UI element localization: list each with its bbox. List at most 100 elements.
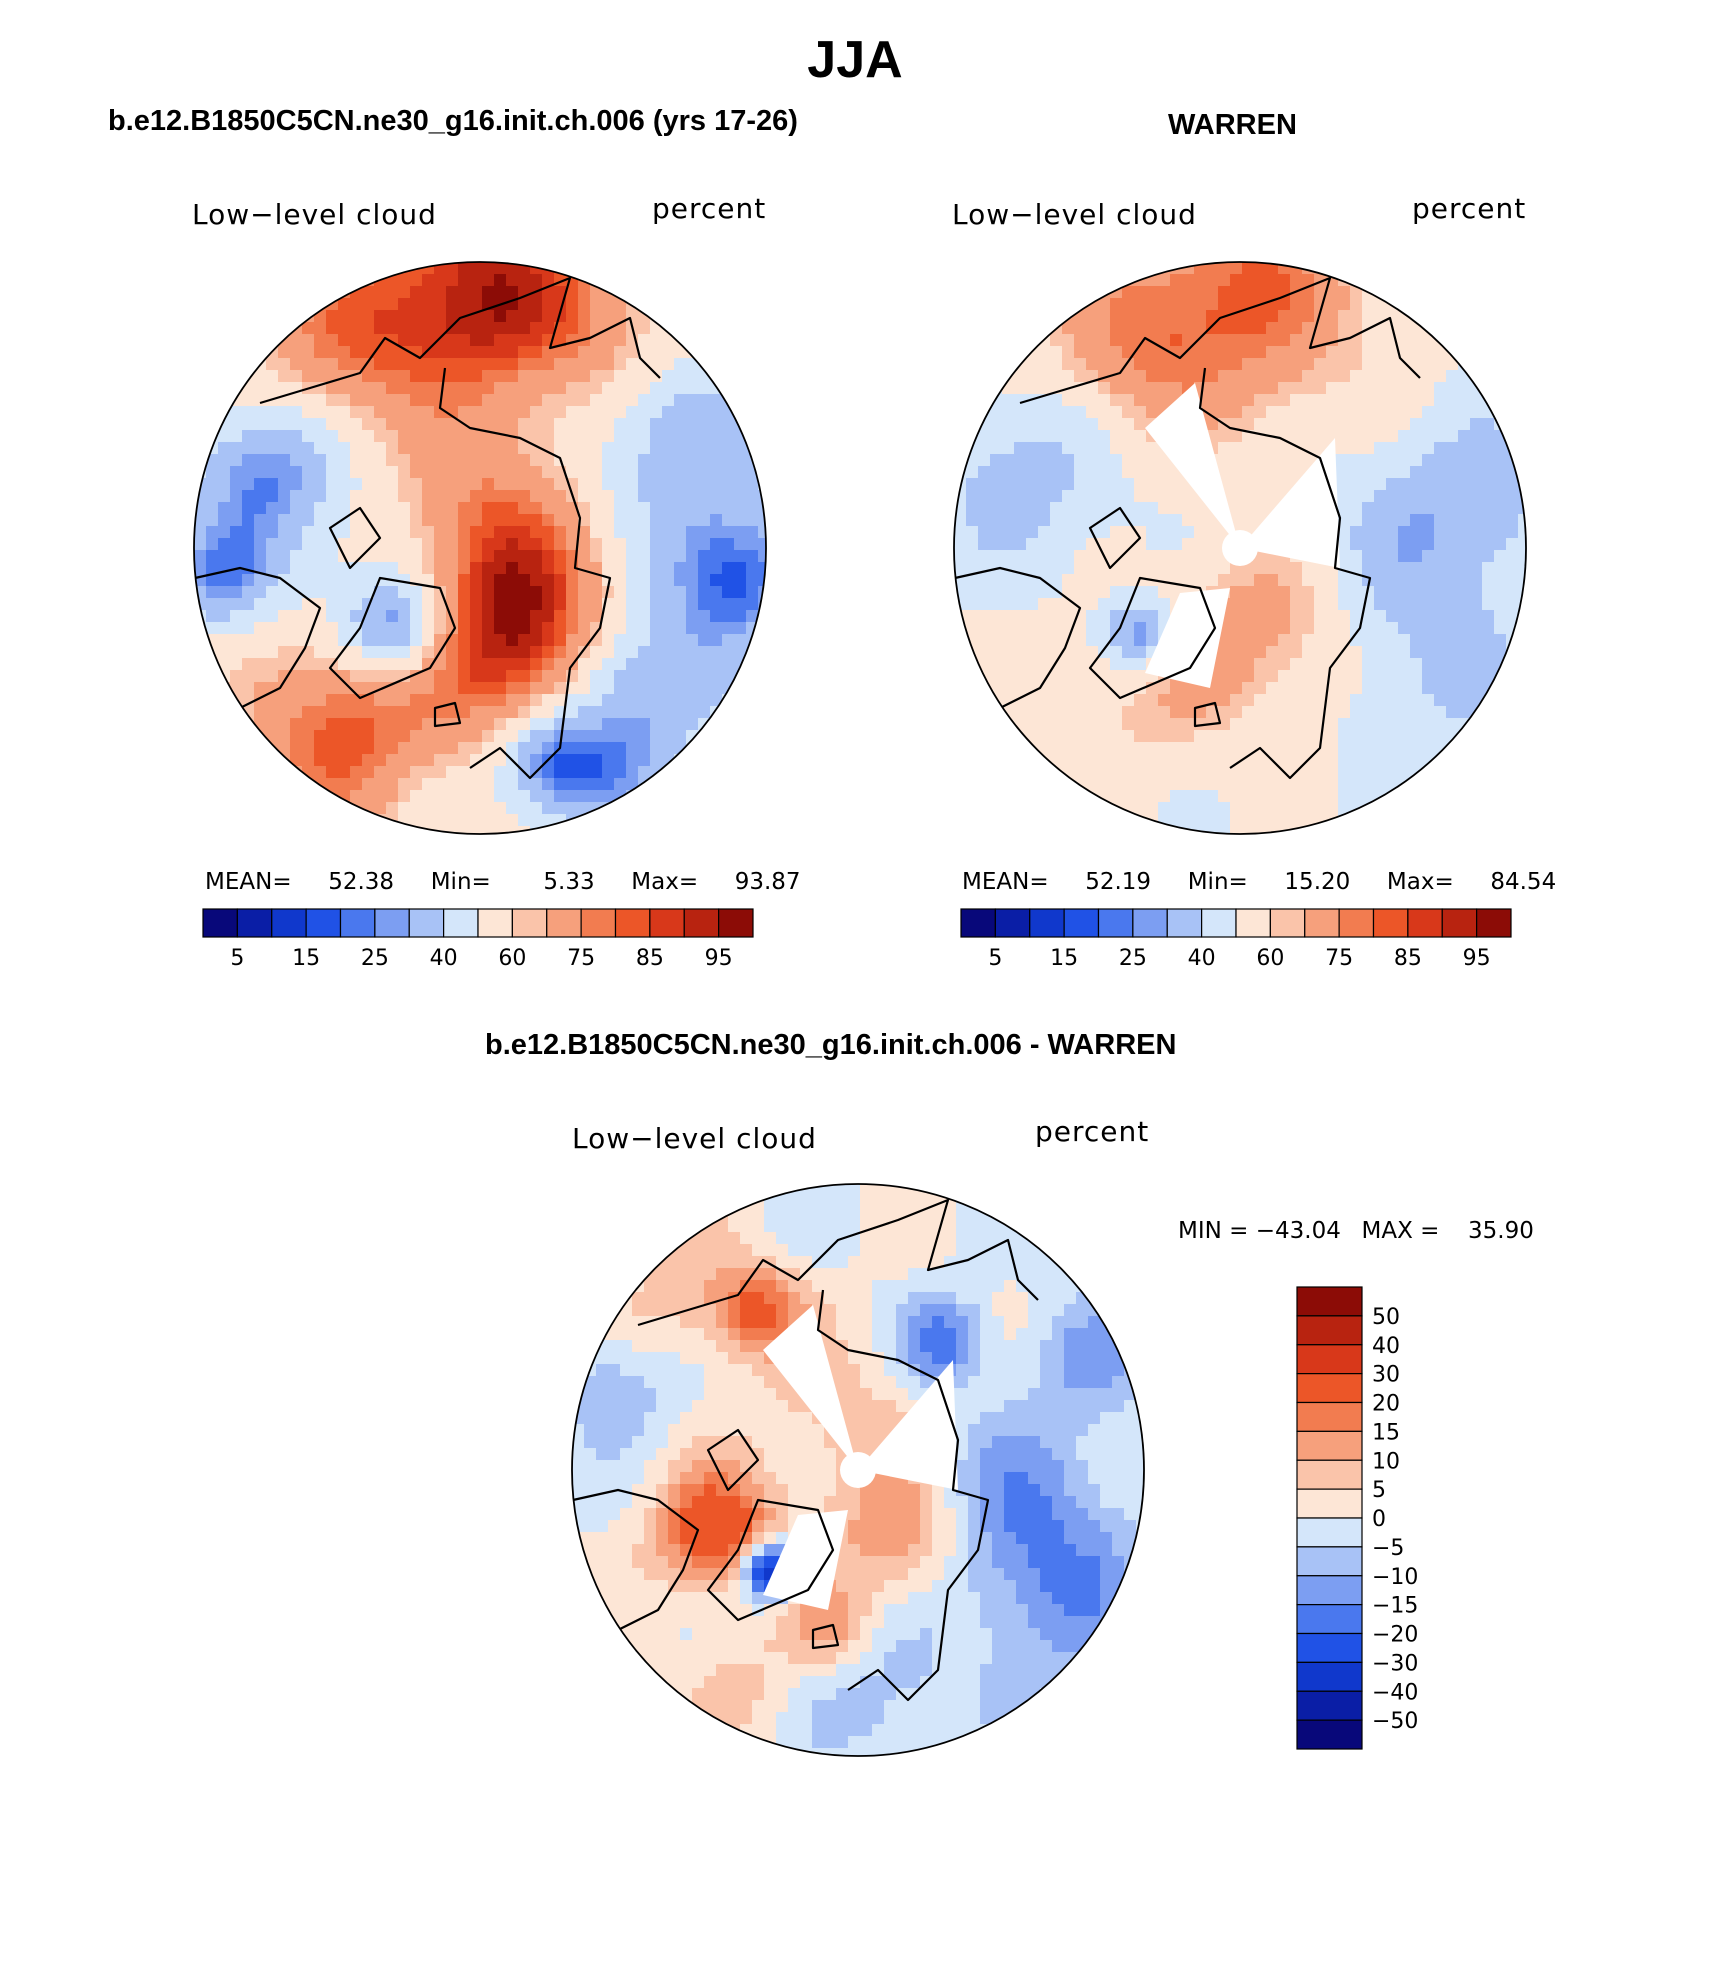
map-cell bbox=[1398, 394, 1411, 407]
map-cell bbox=[458, 286, 471, 299]
map-cell bbox=[710, 418, 723, 431]
map-cell bbox=[860, 1280, 873, 1293]
map-cell bbox=[326, 610, 339, 623]
map-cell bbox=[626, 346, 639, 359]
map-cell bbox=[1326, 598, 1339, 611]
polar-map-diff bbox=[571, 1183, 1145, 1757]
map-cell bbox=[1182, 742, 1195, 755]
map-cell bbox=[776, 1232, 789, 1245]
map-cell bbox=[1434, 478, 1447, 491]
map-cell bbox=[752, 1316, 765, 1329]
map-cell bbox=[410, 370, 423, 383]
map-cell bbox=[326, 682, 339, 695]
colorbar-tick-label: 25 bbox=[1119, 946, 1147, 971]
map-cell bbox=[1458, 502, 1471, 515]
map-cell bbox=[1362, 730, 1375, 743]
map-cell bbox=[944, 1280, 957, 1293]
map-cell bbox=[848, 1412, 861, 1425]
map-cell bbox=[470, 550, 483, 563]
map-cell bbox=[1362, 490, 1375, 503]
map-cell bbox=[1088, 1352, 1101, 1365]
map-cell bbox=[932, 1520, 945, 1533]
map-cell bbox=[530, 478, 543, 491]
map-cell bbox=[1170, 526, 1183, 539]
map-cell bbox=[530, 418, 543, 431]
map-cell bbox=[590, 322, 603, 335]
map-cell bbox=[254, 394, 267, 407]
map-cell bbox=[1028, 1304, 1041, 1317]
map-cell bbox=[1050, 730, 1063, 743]
map-cell bbox=[302, 394, 315, 407]
map-cell bbox=[956, 1316, 969, 1329]
map-cell bbox=[1074, 766, 1087, 779]
map-cell bbox=[1278, 646, 1291, 659]
map-cell bbox=[1064, 1460, 1077, 1473]
map-cell bbox=[1422, 358, 1435, 371]
variable-label-diff: Low−level cloud bbox=[572, 1122, 817, 1155]
map-cell bbox=[884, 1496, 897, 1509]
map-cell bbox=[410, 550, 423, 563]
map-cell bbox=[872, 1244, 885, 1257]
map-cell bbox=[1064, 1448, 1077, 1461]
map-cell bbox=[944, 1208, 957, 1221]
map-cell bbox=[1326, 394, 1339, 407]
map-cell bbox=[1086, 682, 1099, 695]
map-cell bbox=[602, 538, 615, 551]
map-cell bbox=[386, 502, 399, 515]
map-cell bbox=[1398, 622, 1411, 635]
map-cell bbox=[908, 1496, 921, 1509]
map-cell bbox=[530, 610, 543, 623]
map-cell bbox=[470, 454, 483, 467]
map-cell bbox=[978, 598, 991, 611]
map-cell bbox=[1230, 610, 1243, 623]
map-cell bbox=[990, 406, 1003, 419]
map-cell bbox=[1110, 778, 1123, 791]
map-cell bbox=[860, 1256, 873, 1269]
map-cell bbox=[398, 538, 411, 551]
map-cell bbox=[542, 310, 555, 323]
map-cell bbox=[1458, 574, 1471, 587]
map-cell bbox=[1374, 670, 1387, 683]
map-cell bbox=[1206, 754, 1219, 767]
map-cell bbox=[1278, 706, 1291, 719]
map-cell bbox=[518, 706, 531, 719]
map-cell bbox=[1458, 418, 1471, 431]
map-cell bbox=[290, 754, 303, 767]
map-cell bbox=[1458, 670, 1471, 683]
map-cell bbox=[1446, 706, 1459, 719]
map-cell bbox=[1136, 1484, 1144, 1497]
map-cell bbox=[506, 502, 519, 515]
map-cell bbox=[1266, 490, 1279, 503]
map-cell bbox=[872, 1508, 885, 1521]
map-cell bbox=[446, 490, 459, 503]
colorbar-box bbox=[374, 908, 410, 938]
map-cell bbox=[620, 1400, 633, 1413]
map-cell bbox=[434, 766, 447, 779]
map-cell bbox=[314, 466, 327, 479]
map-cell bbox=[398, 430, 411, 443]
map-cell bbox=[1026, 562, 1039, 575]
map-cell bbox=[1290, 754, 1303, 767]
coastline bbox=[194, 566, 322, 709]
map-cell bbox=[698, 682, 711, 695]
colorbar-box bbox=[202, 908, 238, 938]
map-cell bbox=[338, 586, 351, 599]
map-cell bbox=[302, 538, 315, 551]
map-cell bbox=[1014, 670, 1027, 683]
map-cell bbox=[978, 466, 991, 479]
map-cell bbox=[1124, 1436, 1137, 1449]
map-cell bbox=[506, 766, 519, 779]
map-cell bbox=[542, 382, 555, 395]
map-cell bbox=[1158, 298, 1171, 311]
map-cell bbox=[872, 1424, 885, 1437]
map-cell bbox=[1110, 310, 1123, 323]
map-cell bbox=[506, 490, 519, 503]
map-cell bbox=[824, 1232, 837, 1245]
map-cell bbox=[278, 634, 291, 647]
map-cell bbox=[374, 394, 387, 407]
map-cell bbox=[470, 706, 483, 719]
map-cell bbox=[554, 574, 567, 587]
map-cell bbox=[1386, 658, 1399, 671]
map-cell bbox=[518, 718, 531, 731]
map-cell bbox=[722, 502, 735, 515]
